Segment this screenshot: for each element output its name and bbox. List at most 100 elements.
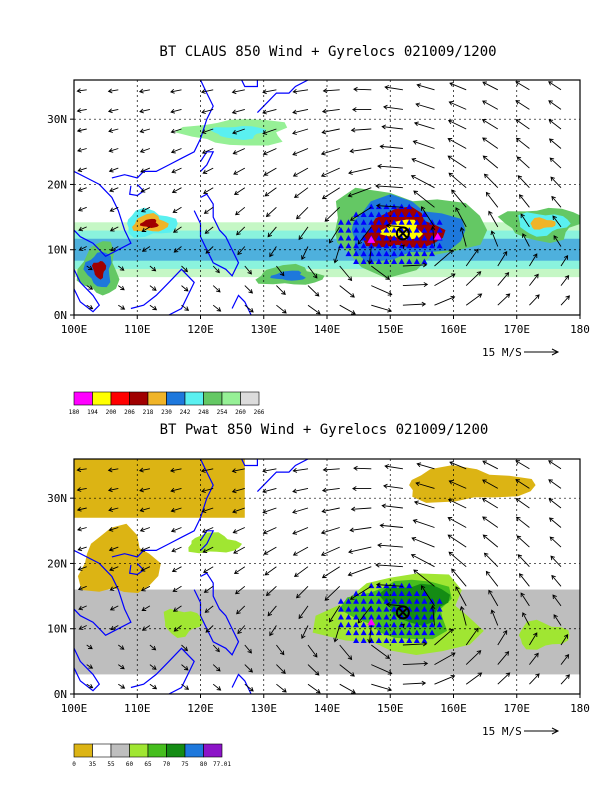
wind-vector (447, 155, 467, 169)
colorbar-swatch (92, 391, 112, 406)
wind-vector (108, 546, 119, 552)
wind-vector (549, 157, 562, 169)
wind-vector (262, 148, 277, 156)
wind-vector (140, 187, 151, 193)
colorbar-swatch (184, 743, 204, 758)
wind-vector (529, 273, 539, 286)
gyre-triangle (360, 258, 367, 264)
wind-vector (402, 282, 429, 287)
wind-vector (118, 285, 125, 291)
gyre-triangle (436, 598, 443, 604)
wind-vector (347, 187, 372, 198)
colorbar-label: 80 (200, 761, 208, 768)
y-tick-label: 20N (47, 178, 67, 191)
wind-vector (434, 628, 454, 646)
gyre-triangle (353, 598, 360, 604)
wind-vector (515, 119, 530, 130)
gyre-triangle (406, 629, 413, 636)
field-region (91, 261, 107, 280)
wind-vector (497, 250, 508, 267)
wind-vector (149, 683, 158, 690)
wind-vector (522, 612, 530, 626)
gyre-triangle (428, 242, 435, 249)
wind-vector (529, 673, 540, 685)
wind-vector (139, 527, 151, 533)
wind-vector (385, 223, 403, 229)
wind-vector (517, 175, 530, 189)
colorbar-label: 266 (254, 409, 265, 416)
wind-vector (349, 206, 372, 221)
wind-vector (86, 285, 94, 290)
wind-vector (139, 148, 151, 154)
wind-vector (141, 605, 151, 611)
gyre-markers (367, 605, 410, 626)
gyre-triangle (413, 590, 420, 596)
wind-vector (381, 124, 403, 130)
colorbar-swatch (203, 391, 223, 406)
wind-vector (201, 108, 214, 114)
wind-vector (448, 480, 467, 489)
wind-vector (515, 81, 530, 91)
wind-vector (149, 265, 157, 272)
x-tick-label: 160E (440, 323, 467, 336)
gyre-triangle (353, 242, 360, 249)
gyre-triangle (360, 242, 367, 249)
gyre-triangle (391, 219, 398, 225)
gyre-triangle (436, 621, 443, 628)
wind-vector (322, 467, 340, 473)
wind-vector (548, 81, 562, 91)
gyre-triangle (383, 250, 390, 257)
wind-vector (447, 534, 467, 548)
gyre-triangle (368, 242, 375, 249)
wind-vector (321, 507, 340, 514)
wind-vector (110, 246, 119, 252)
gyre-triangle (436, 219, 443, 225)
gyre-triangle (391, 606, 398, 612)
wind-vector (201, 128, 214, 135)
gyre-triangle (345, 227, 352, 233)
wind-vector (212, 304, 222, 312)
wind-vector (244, 265, 252, 275)
coastline-segment (256, 459, 309, 493)
field-region (208, 126, 267, 140)
gyre-triangle (368, 629, 375, 636)
wind-vector (434, 674, 456, 685)
wind-vector (139, 128, 151, 134)
colorbar-swatch (240, 391, 260, 406)
gyre-triangle (360, 621, 367, 628)
gyre-triangle (406, 582, 413, 589)
gyre-triangle (353, 613, 360, 620)
wind-vector (497, 272, 510, 286)
wind-vector (321, 566, 340, 579)
wind-vector (385, 602, 403, 608)
wind-vector (76, 506, 87, 512)
wind-vector (212, 664, 221, 672)
wind-vector (141, 625, 151, 631)
wind-vector (233, 566, 246, 574)
wind-vector (375, 562, 403, 568)
gyre-triangle (391, 621, 398, 628)
wind-vector (200, 468, 214, 473)
colorbar-swatch (166, 391, 186, 406)
wind-vector (170, 88, 182, 94)
wind-vector (339, 664, 355, 677)
gyre-triangle (398, 637, 405, 643)
gyre-triangle (391, 598, 398, 604)
wind-vector (109, 226, 119, 232)
wind-vector (181, 265, 189, 273)
wind-vector (381, 503, 403, 509)
gyre-triangle (413, 621, 420, 628)
wind-vector (263, 167, 277, 176)
wind-vector (109, 187, 119, 193)
gyre-triangle (413, 234, 420, 241)
coastline-segment (193, 193, 240, 277)
coastline-segment (130, 647, 195, 694)
wind-vector (520, 592, 530, 607)
gyre-triangle (360, 590, 367, 596)
wind-vector (421, 585, 435, 607)
gyre-triangle (337, 234, 344, 241)
wind-vector (357, 605, 372, 624)
wind-vector (77, 147, 87, 153)
wind-vector (276, 304, 287, 314)
